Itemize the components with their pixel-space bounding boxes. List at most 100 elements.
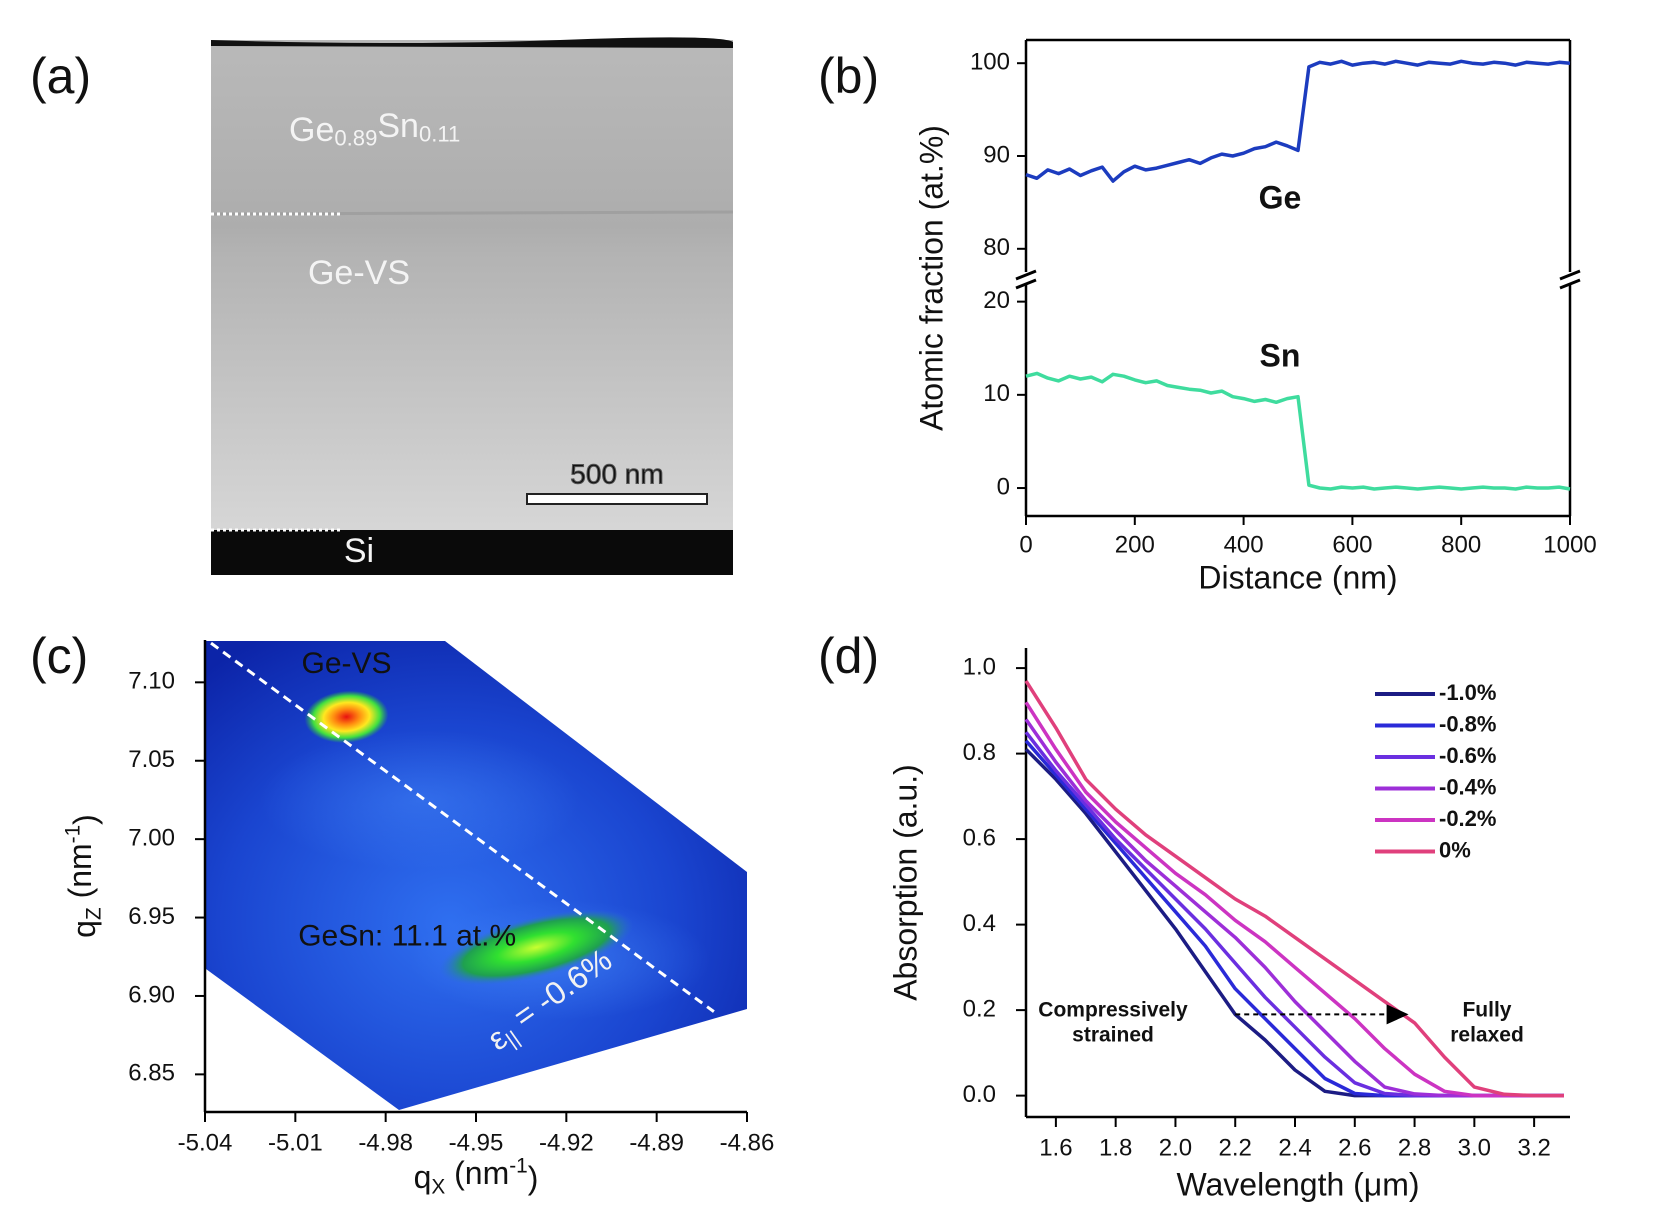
peak (304, 690, 389, 743)
text-part: (nm (445, 1156, 509, 1192)
x-tick-label: 1000 (1543, 531, 1596, 558)
y-tick-label: 80 (983, 234, 1010, 261)
y-tick-label: 90 (983, 141, 1010, 168)
text-part: Si (344, 532, 374, 570)
si-substrate (211, 530, 733, 575)
peak (438, 909, 634, 986)
y-tick-label: 0 (997, 473, 1010, 500)
text-part: 0.11 (419, 121, 460, 146)
data-line (1025, 371, 1571, 491)
y-tick-label: 6.85 (128, 1060, 175, 1087)
y-tick-label: 0.0 (963, 1081, 996, 1108)
x-axis-label: qX (nm-1) (414, 1154, 539, 1198)
axis-break (1559, 269, 1581, 281)
text-part: Sn (377, 107, 419, 145)
y-tick-label: 100 (970, 49, 1010, 76)
x-tick-label: 2.4 (1278, 1134, 1311, 1161)
text-part: q (66, 920, 102, 938)
x-tick-label: 800 (1441, 531, 1481, 558)
text-part: q (414, 1159, 432, 1195)
x-tick-label: 2.2 (1219, 1134, 1252, 1161)
y-tick-label: 6.90 (128, 981, 175, 1008)
layer-label: Ge-VS (308, 254, 410, 292)
text-part: -1 (509, 1154, 528, 1177)
x-tick-label: 600 (1332, 531, 1372, 558)
x-axis-label: Wavelength (μm) (1176, 1166, 1419, 1202)
y-tick-label: 20 (983, 287, 1010, 314)
x-tick-label: -4.95 (449, 1129, 504, 1156)
x-tick-label: 3.0 (1458, 1134, 1491, 1161)
y-tick-label: 7.05 (128, 746, 175, 773)
panel-label: (d) (818, 628, 879, 684)
y-tick-label: 6.95 (128, 903, 175, 930)
series-label: Sn (1260, 337, 1301, 373)
y-axis-label: Absorption (a.u.) (887, 764, 923, 1001)
axis-break (1015, 269, 1037, 281)
panel-label: (a) (30, 48, 91, 104)
y-tick-label: 0.8 (963, 739, 996, 766)
legend-label: -1.0% (1439, 680, 1496, 705)
x-axis-label: Distance (nm) (1198, 559, 1397, 595)
y-axis-label: qZ (nm-1) (61, 814, 105, 938)
axis-break (1015, 278, 1037, 290)
legend-label: -0.6% (1439, 743, 1496, 768)
x-tick-label: 0 (1019, 531, 1032, 558)
arrow-head (1386, 1004, 1409, 1025)
x-tick-label: 3.2 (1517, 1134, 1550, 1161)
surface-edge (211, 37, 733, 48)
text-part: ) (528, 1161, 539, 1197)
x-tick-label: 2.6 (1338, 1134, 1371, 1161)
annotation: Fully (1462, 999, 1511, 1022)
series-label: Ge (1259, 179, 1302, 215)
annotation: Compressively (1038, 999, 1188, 1022)
text-part: 0.89 (334, 126, 377, 151)
y-tick-label: 7.00 (128, 824, 175, 851)
legend-label: -0.2% (1439, 806, 1496, 831)
x-tick-label: 400 (1224, 531, 1264, 558)
y-tick-label: 1.0 (963, 653, 996, 680)
x-tick-label: 200 (1115, 531, 1155, 558)
map-region (206, 641, 747, 1110)
y-tick-label: 0.2 (963, 995, 996, 1022)
panel-label: (b) (818, 48, 879, 104)
text-part: Ge-VS (308, 254, 410, 292)
text-part: (nm (63, 843, 99, 907)
x-tick-label: -4.98 (358, 1129, 413, 1156)
scale-bar-label: 500 nm (570, 458, 663, 489)
annotation: relaxed (1450, 1024, 1524, 1047)
x-tick-label: 1.6 (1039, 1134, 1072, 1161)
text-part: -1 (61, 825, 84, 844)
data-line (1024, 679, 1564, 1098)
axis-break (1559, 278, 1581, 290)
y-tick-label: 0.4 (963, 910, 996, 937)
y-tick-label: 0.6 (963, 824, 996, 851)
y-tick-label: 7.10 (128, 668, 175, 695)
tem-image (211, 40, 733, 575)
x-tick-label: 2.8 (1398, 1134, 1431, 1161)
map-glow (260, 730, 580, 870)
text-part: Ge (289, 111, 334, 149)
layer-label: Ge0.89Sn0.11 (289, 107, 460, 151)
x-tick-label: -4.89 (629, 1129, 684, 1156)
annotation: strained (1072, 1024, 1154, 1047)
legend-label: 0% (1439, 837, 1471, 862)
data-line (1024, 701, 1564, 1098)
x-tick-label: -4.92 (539, 1129, 594, 1156)
panel-label: (c) (30, 628, 88, 684)
x-tick-label: 1.8 (1099, 1134, 1132, 1161)
legend-label: -0.8% (1439, 711, 1496, 736)
x-tick-label: -4.86 (720, 1129, 775, 1156)
x-tick-label: -5.01 (268, 1129, 323, 1156)
peak-label: Ge-VS (302, 647, 392, 680)
legend-label: -0.4% (1439, 774, 1496, 799)
y-axis-label: Atomic fraction (at.%) (913, 125, 949, 431)
layer-label: Si (344, 532, 374, 570)
peak-label: GeSn: 11.1 at.% (298, 919, 516, 952)
text-part: Z (82, 907, 105, 920)
y-tick-label: 10 (983, 380, 1010, 407)
x-tick-label: 2.0 (1159, 1134, 1192, 1161)
scale-bar (526, 493, 708, 505)
x-tick-label: -5.04 (178, 1129, 233, 1156)
